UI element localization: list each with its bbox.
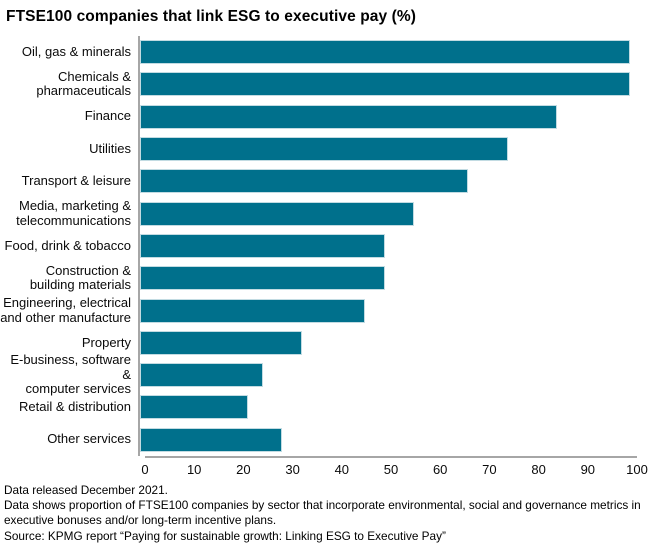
x-axis-tick-labels: 0 10 20 30 40 50 60 70 80 90 100 xyxy=(141,458,647,480)
x-tick-label: 60 xyxy=(432,461,448,477)
category-label: Retail & distribution xyxy=(19,399,131,415)
x-tick-label: 20 xyxy=(236,461,251,477)
chart-rows: Oil, gas & minerals Chemicals & pharmaceu… xyxy=(0,36,660,456)
bar xyxy=(140,298,366,323)
bar xyxy=(140,169,469,194)
category-label: Utilities xyxy=(89,140,131,156)
x-axis-line xyxy=(145,455,637,458)
bar xyxy=(140,395,248,420)
chart-row: E-business, software & computer services xyxy=(0,353,660,396)
bar-track xyxy=(138,132,630,166)
category-label: Oil, gas & minerals xyxy=(21,43,131,59)
category-label: Finance xyxy=(84,108,131,124)
category-label: Property xyxy=(81,334,131,350)
chart-row: Utilities xyxy=(0,132,660,166)
chart-row: Media, marketing & telecommunications xyxy=(0,197,660,230)
x-tick-label: 0 xyxy=(141,461,149,477)
chart-row: Property xyxy=(0,326,660,359)
category-label: Engineering, electrical and other manufa… xyxy=(0,294,131,325)
chart-footnotes: Data released December 2021. Data shows … xyxy=(4,483,652,544)
x-tick-label: 40 xyxy=(334,461,350,477)
x-tick-label: 10 xyxy=(186,461,202,477)
bar xyxy=(140,104,557,129)
category-label: Food, drink & tobacco xyxy=(4,237,131,253)
bar-track xyxy=(138,358,630,392)
bar-track xyxy=(138,229,630,263)
bar-track xyxy=(138,423,630,456)
bar-track xyxy=(138,262,630,295)
bar-track xyxy=(138,165,630,198)
bar xyxy=(140,137,508,162)
x-tick-label: 80 xyxy=(531,461,546,477)
bar-track xyxy=(138,197,630,230)
footnote-source: Source: KPMG report “Paying for sustaina… xyxy=(4,528,446,543)
x-tick-label: 90 xyxy=(580,461,596,477)
x-tick-label: 100 xyxy=(626,461,648,477)
category-label: Construction & building materials xyxy=(29,262,131,293)
chart-row: Food, drink & tobacco xyxy=(0,229,660,263)
category-label: Transport & leisure xyxy=(21,173,131,189)
category-label: Media, marketing & telecommunications xyxy=(16,198,131,228)
category-label: E-business, software & computer services xyxy=(10,352,131,397)
chart-row: Transport & leisure xyxy=(0,165,660,198)
chart-row: Other services xyxy=(0,423,660,456)
chart-row: Engineering, electrical and other manufa… xyxy=(0,294,660,327)
bar xyxy=(140,427,283,452)
bar-track xyxy=(138,326,630,359)
bar xyxy=(140,233,385,258)
bar-track xyxy=(138,36,630,69)
chart-title: FTSE100 companies that link ESG to execu… xyxy=(6,8,417,25)
chart-row: Construction & building materials xyxy=(0,262,660,295)
footnote-description: Data shows proportion of FTSE100 compani… xyxy=(4,498,641,528)
bar xyxy=(140,266,385,291)
bar xyxy=(140,330,302,355)
bar-track xyxy=(138,100,630,133)
chart-row: Chemicals & pharmaceuticals xyxy=(0,68,660,101)
chart-row: Oil, gas & minerals xyxy=(0,36,660,69)
x-tick-label: 30 xyxy=(285,461,300,477)
chart-row: Finance xyxy=(0,100,660,133)
chart-row: Retail & distribution xyxy=(0,391,660,424)
category-label: Other services xyxy=(47,431,131,447)
footnote-release-date: Data released December 2021. xyxy=(4,483,168,497)
bar-track xyxy=(138,391,630,424)
bar-track xyxy=(138,294,630,327)
category-label: Chemicals & pharmaceuticals xyxy=(36,68,131,99)
x-tick-label: 50 xyxy=(383,461,399,477)
bar xyxy=(140,201,415,226)
bar xyxy=(140,363,263,388)
bar-chart: Oil, gas & minerals Chemicals & pharmaceu… xyxy=(0,36,660,480)
bar xyxy=(140,72,630,97)
x-tick-label: 70 xyxy=(482,461,497,477)
bar xyxy=(140,40,630,65)
bar-track xyxy=(138,68,630,101)
